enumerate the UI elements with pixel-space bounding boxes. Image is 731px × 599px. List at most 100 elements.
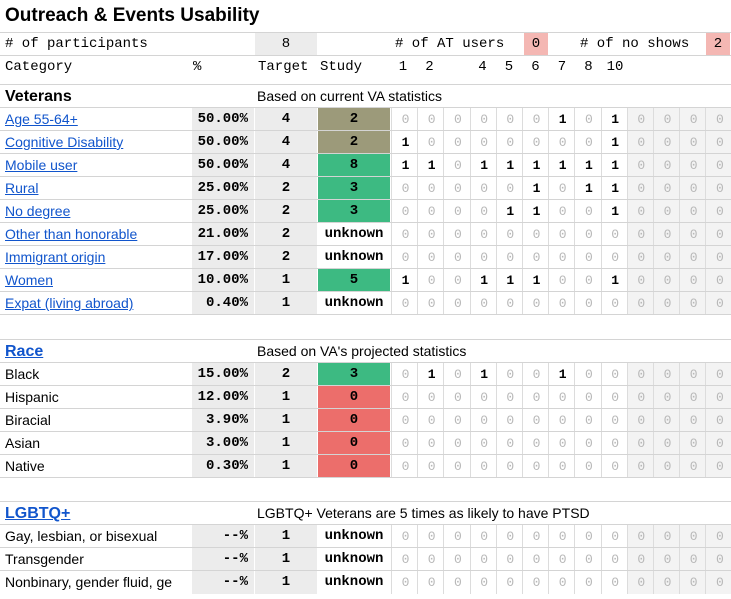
study-cell[interactable]: 0 (318, 432, 390, 455)
participant-flag-cell[interactable]: 1 (522, 154, 550, 177)
percent-cell[interactable]: 50.00% (192, 108, 254, 131)
participant-flag-cell[interactable]: 1 (391, 269, 419, 292)
participant-flag-cell[interactable]: 0 (391, 386, 419, 409)
participant-flag-cell[interactable]: 0 (522, 548, 550, 571)
participant-flag-cell[interactable]: 0 (417, 200, 445, 223)
participant-flag-cell[interactable]: 0 (548, 223, 576, 246)
participant-flag-cell[interactable]: 0 (443, 455, 471, 478)
participant-flag-cell[interactable]: 0 (522, 525, 550, 548)
percent-cell[interactable]: 25.00% (192, 177, 254, 200)
participant-flag-cell[interactable]: 0 (653, 223, 681, 246)
participant-flag-cell[interactable]: 0 (417, 177, 445, 200)
target-cell[interactable]: 1 (255, 409, 317, 432)
target-cell[interactable]: 1 (255, 548, 317, 571)
no-shows-value[interactable]: 2 (706, 33, 730, 56)
participant-flag-cell[interactable]: 1 (600, 108, 629, 131)
study-cell[interactable]: 2 (318, 108, 390, 131)
participant-flag-cell[interactable]: 0 (469, 108, 498, 131)
participant-flag-cell[interactable]: 0 (548, 292, 576, 315)
participant-flag-cell[interactable]: 0 (626, 269, 655, 292)
participant-flag-cell[interactable]: 0 (443, 292, 471, 315)
participant-flag-cell[interactable]: 0 (522, 223, 550, 246)
participant-flag-cell[interactable]: 1 (600, 131, 629, 154)
participant-flag-cell[interactable]: 0 (705, 409, 731, 432)
participant-flag-cell[interactable]: 0 (391, 571, 419, 594)
participant-flag-cell[interactable]: 0 (626, 432, 655, 455)
participant-flag-cell[interactable]: 0 (391, 455, 419, 478)
participant-flag-cell[interactable]: 0 (600, 548, 629, 571)
race-section-title[interactable]: Race (5, 343, 44, 360)
category-link[interactable]: Cognitive Disability (5, 134, 124, 150)
participant-flag-cell[interactable]: 0 (574, 363, 602, 386)
participant-flag-cell[interactable]: 0 (495, 131, 524, 154)
percent-cell[interactable]: 12.00% (192, 386, 254, 409)
participant-flag-cell[interactable]: 0 (522, 246, 550, 269)
participant-flag-cell[interactable]: 0 (495, 525, 524, 548)
participant-flag-cell[interactable]: 0 (548, 269, 576, 292)
participant-flag-cell[interactable]: 0 (548, 432, 576, 455)
participant-flag-cell[interactable]: 0 (417, 409, 445, 432)
participant-flag-cell[interactable]: 1 (600, 177, 629, 200)
participant-flag-cell[interactable]: 0 (417, 269, 445, 292)
participant-flag-cell[interactable]: 0 (653, 571, 681, 594)
participant-flag-cell[interactable]: 1 (391, 131, 419, 154)
participant-flag-cell[interactable]: 1 (417, 154, 445, 177)
percent-cell[interactable]: --% (192, 548, 254, 571)
participant-flag-cell[interactable]: 0 (600, 455, 629, 478)
participant-flag-cell[interactable]: 1 (548, 363, 576, 386)
participant-flag-cell[interactable]: 0 (653, 432, 681, 455)
participant-flag-cell[interactable]: 0 (522, 131, 550, 154)
target-cell[interactable]: 1 (255, 292, 317, 315)
participant-flag-cell[interactable]: 0 (600, 571, 629, 594)
target-cell[interactable]: 1 (255, 269, 317, 292)
participant-flag-cell[interactable]: 0 (574, 292, 602, 315)
participant-flag-cell[interactable]: 0 (705, 432, 731, 455)
study-cell[interactable]: unknown (324, 249, 384, 265)
target-cell[interactable]: 4 (255, 131, 317, 154)
target-cell[interactable]: 2 (255, 363, 317, 386)
participant-flag-cell[interactable]: 0 (626, 525, 655, 548)
participant-flag-cell[interactable]: 0 (443, 525, 471, 548)
participant-flag-cell[interactable]: 0 (653, 154, 681, 177)
category-link[interactable]: Expat (living abroad) (5, 295, 134, 311)
lgbtq-section-title[interactable]: LGBTQ+ (5, 505, 71, 522)
participant-flag-cell[interactable]: 0 (495, 386, 524, 409)
participant-flag-cell[interactable]: 0 (443, 177, 471, 200)
participant-flag-cell[interactable]: 1 (495, 269, 524, 292)
participant-flag-cell[interactable]: 0 (600, 292, 629, 315)
participant-flag-cell[interactable]: 1 (469, 269, 498, 292)
participant-flag-cell[interactable]: 0 (391, 177, 419, 200)
participant-flag-cell[interactable]: 0 (679, 223, 708, 246)
participant-flag-cell[interactable]: 0 (391, 363, 419, 386)
participant-flag-cell[interactable]: 0 (391, 200, 419, 223)
participant-flag-cell[interactable]: 1 (548, 154, 576, 177)
participant-flag-cell[interactable]: 0 (522, 432, 550, 455)
participant-flag-cell[interactable]: 0 (522, 108, 550, 131)
percent-cell[interactable]: 0.40% (192, 292, 254, 315)
percent-cell[interactable]: 3.00% (192, 432, 254, 455)
participant-flag-cell[interactable]: 0 (626, 223, 655, 246)
participant-flag-cell[interactable]: 0 (679, 386, 708, 409)
study-cell[interactable]: 0 (318, 455, 390, 478)
participant-flag-cell[interactable]: 0 (679, 269, 708, 292)
participant-flag-cell[interactable]: 0 (417, 386, 445, 409)
percent-cell[interactable]: --% (192, 571, 254, 594)
participant-flag-cell[interactable]: 0 (443, 223, 471, 246)
study-cell[interactable]: unknown (324, 226, 384, 242)
participant-flag-cell[interactable]: 0 (653, 548, 681, 571)
participant-flag-cell[interactable]: 0 (679, 108, 708, 131)
participant-flag-cell[interactable]: 0 (417, 223, 445, 246)
participant-flag-cell[interactable]: 0 (495, 571, 524, 594)
participant-flag-cell[interactable]: 0 (653, 525, 681, 548)
participant-flag-cell[interactable]: 0 (705, 269, 731, 292)
participant-flag-cell[interactable]: 0 (469, 548, 498, 571)
study-cell[interactable]: 2 (318, 131, 390, 154)
participant-flag-cell[interactable]: 0 (548, 409, 576, 432)
participant-flag-cell[interactable]: 0 (626, 455, 655, 478)
participant-flag-cell[interactable]: 0 (548, 386, 576, 409)
participant-flag-cell[interactable]: 0 (600, 223, 629, 246)
participant-flag-cell[interactable]: 0 (443, 432, 471, 455)
participant-flag-cell[interactable]: 0 (705, 548, 731, 571)
participant-flag-cell[interactable]: 0 (469, 409, 498, 432)
participant-flag-cell[interactable]: 0 (574, 455, 602, 478)
